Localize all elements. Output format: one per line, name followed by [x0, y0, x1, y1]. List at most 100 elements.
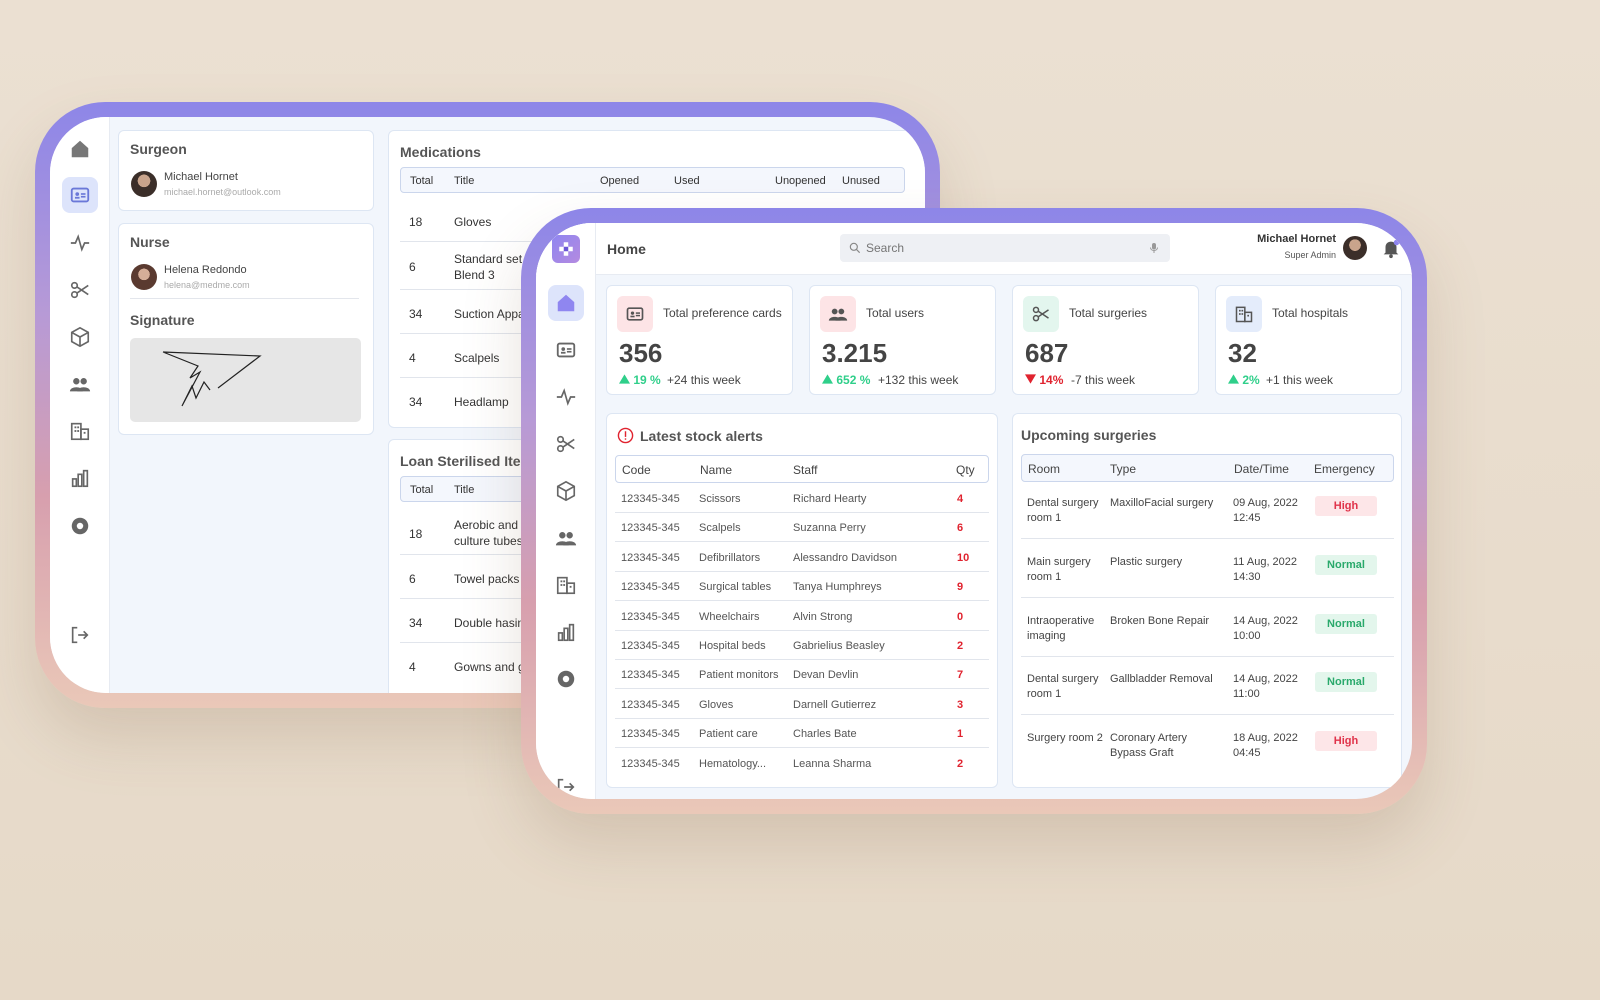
- row-room: Surgery room 2: [1027, 732, 1103, 745]
- row-type: MaxilloFacial surgery: [1110, 497, 1214, 509]
- col-type: Type: [1110, 462, 1137, 476]
- chart-icon[interactable]: [62, 460, 98, 496]
- stat-week: +132 this week: [878, 373, 959, 387]
- gear-icon[interactable]: [548, 661, 584, 697]
- emergency-badge: Normal: [1315, 613, 1377, 634]
- row-room: Intraoperative imaging: [1027, 614, 1095, 642]
- chart-icon[interactable]: [548, 614, 584, 650]
- col-code: Code: [622, 463, 651, 477]
- row-code: 123345-345: [621, 757, 680, 770]
- nurse-email[interactable]: helena@medme.com: [164, 280, 250, 290]
- col-title: Title: [454, 175, 475, 187]
- row-title: Towel packs: [454, 572, 520, 586]
- activity-icon[interactable]: [62, 225, 98, 261]
- avatar: [131, 171, 157, 197]
- row-title: Standard set Blend 3: [454, 252, 523, 282]
- search-input[interactable]: [866, 240, 1136, 256]
- stat-week: -7 this week: [1071, 373, 1136, 387]
- row-code: 123345-345: [621, 581, 680, 594]
- home-icon[interactable]: [548, 285, 584, 321]
- row-room: Dental surgery room 1: [1027, 497, 1099, 524]
- stock-table-header: Code Name Staff Qty: [615, 455, 989, 483]
- row-time: 12:45: [1233, 512, 1261, 524]
- users-icon[interactable]: [548, 520, 584, 556]
- stat-card-hospitals[interactable]: Total hospitals 32 2% +1 this week: [1215, 285, 1402, 395]
- trend-up-icon: [822, 373, 833, 387]
- stat-card-surgeries[interactable]: Total surgeries 687 14% -7 this week: [1012, 285, 1199, 395]
- front-sidebar: [536, 223, 596, 799]
- stat-label: Total preference cards: [663, 306, 782, 320]
- col-staff: Staff: [793, 463, 818, 477]
- row-title: Double hasin s: [454, 616, 534, 630]
- id-card-icon[interactable]: [62, 177, 98, 213]
- stat-label: Total users: [866, 306, 925, 320]
- row-type: Broken Bone Repair: [1110, 614, 1210, 627]
- row-room: Dental surgery room 1: [1027, 673, 1099, 701]
- row-total: 18: [409, 527, 423, 541]
- search-box[interactable]: [840, 234, 1170, 262]
- logout-icon[interactable]: [548, 769, 584, 799]
- stat-value: 3.215: [822, 338, 888, 368]
- logout-icon[interactable]: [62, 617, 98, 653]
- box-icon[interactable]: [548, 473, 584, 509]
- col-qty: Qty: [956, 463, 975, 477]
- row-qty: 1: [957, 728, 964, 741]
- users-icon: [820, 296, 856, 332]
- row-qty: 2: [957, 757, 964, 770]
- stat-percent: 19 %: [633, 373, 661, 387]
- signature-box: [130, 338, 361, 422]
- row-staff: Gabrielius Beasley: [793, 640, 885, 652]
- id-card-icon[interactable]: [548, 332, 584, 368]
- row-type: Plastic surgery: [1110, 555, 1183, 568]
- row-qty: 0: [957, 610, 964, 623]
- row-staff: Charles Bate: [793, 728, 857, 741]
- building-icon[interactable]: [62, 413, 98, 449]
- row-name: Gloves: [699, 698, 734, 711]
- emergency-badge: High: [1315, 731, 1377, 752]
- row-name: Scalpels: [699, 522, 741, 535]
- app-logo-icon[interactable]: [552, 235, 580, 263]
- row-code: 123345-345: [621, 728, 680, 741]
- building-icon[interactable]: [548, 567, 584, 603]
- avatar[interactable]: [1343, 236, 1367, 260]
- stat-percent: 2%: [1242, 373, 1260, 387]
- user-role: Super Admin: [1284, 250, 1336, 260]
- col-room: Room: [1028, 462, 1061, 476]
- stat-card-users[interactable]: Total users 3.215 652 % +132 this week: [809, 285, 996, 395]
- row-qty: 9: [957, 581, 964, 594]
- row-code: 123345-345: [621, 522, 680, 535]
- scissors-icon[interactable]: [548, 426, 584, 462]
- upcoming-table-header: Room Type Date/Time Emergency: [1021, 454, 1394, 482]
- stat-card-preference-cards[interactable]: Total preference cards 356 19 % +24 this…: [606, 285, 793, 395]
- building-icon: [1226, 296, 1262, 332]
- scissors-icon[interactable]: [62, 272, 98, 308]
- surgeon-email[interactable]: michael.hornet@outlook.com: [164, 187, 281, 197]
- box-icon[interactable]: [62, 319, 98, 355]
- row-title: Gloves: [454, 215, 492, 229]
- row-total: 4: [409, 351, 416, 365]
- home-icon[interactable]: [62, 131, 98, 167]
- stat-trend: 19 %: [619, 373, 661, 387]
- stat-week: +1 this week: [1266, 373, 1334, 387]
- microphone-icon[interactable]: [1148, 241, 1160, 255]
- row-title: Scalpels: [454, 351, 500, 365]
- avatar: [131, 264, 157, 290]
- row-name: Wheelchairs: [699, 610, 760, 623]
- bell-icon[interactable]: [1380, 237, 1402, 259]
- row-staff: Suzanna Perry: [793, 522, 866, 535]
- row-staff: Alessandro Davidson: [793, 551, 897, 564]
- upcoming-surgeries-card: Upcoming surgeries Room Type Date/Time E…: [1012, 413, 1402, 788]
- trend-up-icon: [1228, 373, 1239, 387]
- trend-down-icon: [1025, 373, 1036, 387]
- row-total: 34: [409, 616, 423, 630]
- gear-icon[interactable]: [62, 508, 98, 544]
- nurse-card: Nurse Helena Redondo helena@medme.com Si…: [118, 223, 374, 435]
- divider: [1021, 596, 1394, 598]
- col-opened: Opened: [600, 175, 640, 187]
- divider: [1021, 655, 1394, 657]
- activity-icon[interactable]: [548, 379, 584, 415]
- users-icon[interactable]: [62, 366, 98, 402]
- emergency-badge: Normal: [1315, 672, 1377, 693]
- col-total: Total: [410, 484, 434, 496]
- stock-alerts-card: Latest stock alerts Code Name Staff Qty …: [606, 413, 998, 788]
